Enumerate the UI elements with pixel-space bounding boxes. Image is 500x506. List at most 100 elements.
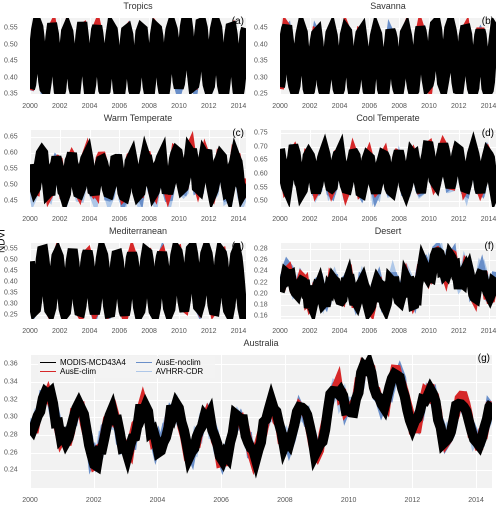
y-tick: 0.24 bbox=[4, 467, 18, 474]
line-layer bbox=[280, 243, 496, 319]
panel-c: Warm Temperate(c)0.450.500.550.600.65200… bbox=[30, 114, 246, 222]
line-layer bbox=[30, 243, 246, 319]
y-tick: 0.60 bbox=[4, 149, 18, 156]
y-tick: 0.45 bbox=[4, 58, 18, 65]
x-tick: 2012 bbox=[201, 328, 217, 335]
y-tick: 0.45 bbox=[4, 197, 18, 204]
y-tick: 0.26 bbox=[254, 256, 268, 263]
legend-swatch bbox=[136, 371, 152, 372]
legend-item-ause_clim: AusE-clim bbox=[40, 367, 126, 376]
x-tick: 2014 bbox=[231, 328, 247, 335]
y-tick: 0.36 bbox=[4, 361, 18, 368]
x-tick: 2002 bbox=[52, 328, 68, 335]
y-tick: 0.65 bbox=[254, 157, 268, 164]
y-tick: 0.65 bbox=[4, 133, 18, 140]
y-tick: 0.75 bbox=[254, 130, 268, 137]
y-tick: 0.25 bbox=[254, 91, 268, 98]
plot-area: 0.500.550.600.650.700.75 bbox=[280, 130, 496, 206]
x-tick: 2006 bbox=[112, 328, 128, 335]
x-tick: 2012 bbox=[451, 328, 467, 335]
panel-title: Warm Temperate bbox=[30, 113, 246, 123]
x-tick: 2012 bbox=[201, 216, 217, 223]
y-tick: 0.34 bbox=[4, 378, 18, 385]
row-4: Australia(g)0.240.260.280.300.320.340.36… bbox=[0, 337, 500, 506]
line-layer bbox=[30, 18, 246, 94]
y-tick: 0.70 bbox=[254, 143, 268, 150]
plot-area: 0.350.400.450.500.55 bbox=[30, 18, 246, 94]
y-tick: 0.50 bbox=[4, 181, 18, 188]
x-tick: 2004 bbox=[82, 216, 98, 223]
y-tick: 0.30 bbox=[254, 74, 268, 81]
legend-label: MODIS-MCD43A4 bbox=[60, 358, 126, 367]
y-tick: 0.30 bbox=[4, 414, 18, 421]
x-tick: 2002 bbox=[302, 216, 318, 223]
panel-f: Desert(f)0.160.180.200.220.240.260.28200… bbox=[280, 227, 496, 335]
panel-a: Tropics(a)0.350.400.450.500.552000200220… bbox=[30, 2, 246, 110]
x-tick: 2014 bbox=[481, 216, 497, 223]
x-tick: 2002 bbox=[86, 497, 102, 504]
x-tick: 2008 bbox=[141, 216, 157, 223]
legend-swatch bbox=[40, 362, 56, 363]
x-tick: 2000 bbox=[272, 216, 288, 223]
y-tick: 0.26 bbox=[4, 449, 18, 456]
plot-area: 0.250.300.350.400.45 bbox=[280, 18, 496, 94]
x-tick: 2010 bbox=[171, 103, 187, 110]
legend-swatch bbox=[40, 371, 56, 372]
x-tick: 2002 bbox=[52, 216, 68, 223]
y-tick: 0.28 bbox=[254, 245, 268, 252]
y-tick: 0.35 bbox=[4, 290, 18, 297]
x-tick: 2002 bbox=[302, 328, 318, 335]
plot-area: 0.450.500.550.600.65 bbox=[30, 130, 246, 206]
series-modis bbox=[30, 364, 492, 466]
x-tick: 2014 bbox=[468, 497, 484, 504]
row-2: Warm Temperate(c)0.450.500.550.600.65200… bbox=[0, 112, 500, 224]
x-tick: 2000 bbox=[272, 103, 288, 110]
y-tick: 0.50 bbox=[4, 41, 18, 48]
x-tick: 2000 bbox=[22, 328, 38, 335]
x-tick: 2006 bbox=[213, 497, 229, 504]
x-tick: 2008 bbox=[277, 497, 293, 504]
panel-letter: (e) bbox=[232, 241, 244, 252]
y-tick: 0.18 bbox=[254, 302, 268, 309]
series-modis bbox=[280, 144, 496, 193]
panel-d: Cool Temperate (d)0.500.550.600.650.700.7… bbox=[280, 114, 496, 222]
x-tick: 2004 bbox=[332, 103, 348, 110]
x-tick: 2000 bbox=[22, 216, 38, 223]
y-tick: 0.55 bbox=[4, 165, 18, 172]
panel-letter: (g) bbox=[478, 353, 490, 364]
line-layer bbox=[30, 130, 246, 206]
y-tick: 0.25 bbox=[4, 311, 18, 318]
x-tick: 2010 bbox=[341, 497, 357, 504]
x-tick: 2012 bbox=[451, 103, 467, 110]
panel-title: Tropics bbox=[30, 1, 246, 11]
x-tick: 2010 bbox=[171, 328, 187, 335]
x-tick: 2010 bbox=[421, 216, 437, 223]
series-modis bbox=[30, 150, 246, 198]
row-1: Tropics(a)0.350.400.450.500.552000200220… bbox=[0, 0, 500, 112]
y-tick: 0.24 bbox=[254, 268, 268, 275]
panel-g: Australia(g)0.240.260.280.300.320.340.36… bbox=[30, 339, 492, 504]
x-tick: 2004 bbox=[332, 328, 348, 335]
panel-letter: (f) bbox=[485, 241, 494, 252]
x-tick: 2010 bbox=[171, 216, 187, 223]
x-tick: 2014 bbox=[231, 216, 247, 223]
panel-title: Cool Temperate bbox=[280, 113, 496, 123]
y-tick: 0.28 bbox=[4, 431, 18, 438]
x-tick: 2000 bbox=[22, 103, 38, 110]
legend-label: AVHRR-CDR bbox=[156, 367, 203, 376]
y-tick: 0.45 bbox=[254, 24, 268, 31]
line-layer bbox=[280, 130, 496, 206]
x-tick: 2014 bbox=[481, 328, 497, 335]
line-layer bbox=[280, 18, 496, 94]
legend: MODIS-MCD43A4AusE-climAusE-noclimAVHRR-C… bbox=[38, 356, 215, 378]
panel-title: Australia bbox=[30, 338, 492, 348]
y-tick: 0.20 bbox=[254, 290, 268, 297]
panel-title: Desert bbox=[280, 226, 496, 236]
legend-swatch bbox=[136, 362, 152, 363]
figure-root: NDVI Tropics(a)0.350.400.450.500.5520002… bbox=[0, 0, 500, 506]
y-tick: 0.55 bbox=[4, 246, 18, 253]
panel-title: Mediterranean bbox=[30, 226, 246, 236]
x-tick: 2006 bbox=[112, 216, 128, 223]
panel-letter: (d) bbox=[482, 128, 494, 139]
y-tick: 0.35 bbox=[254, 58, 268, 65]
